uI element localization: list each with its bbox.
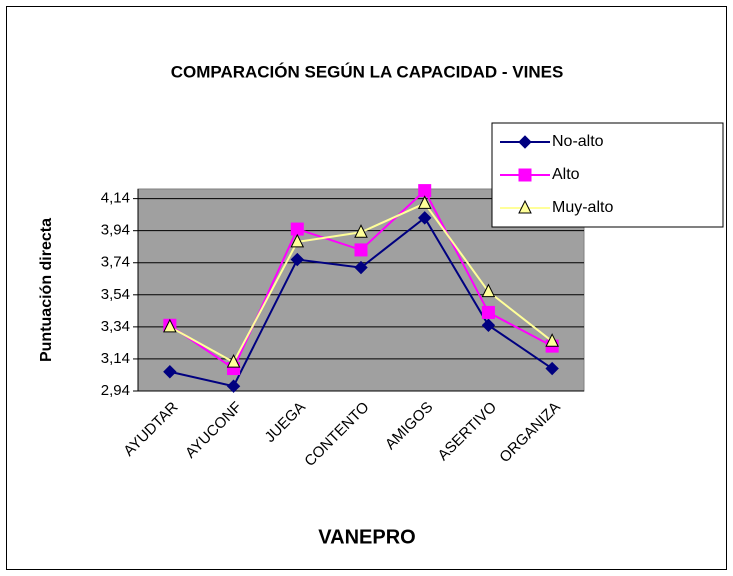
point: [481, 305, 495, 319]
legend-marker: [518, 168, 532, 182]
point: [163, 318, 177, 333]
legend-label: Muy-alto: [552, 199, 613, 216]
point: [354, 260, 368, 275]
point: [481, 283, 496, 298]
point: [354, 243, 368, 257]
y-tick-label: 3,54: [101, 286, 130, 303]
point: [163, 365, 177, 379]
point: [417, 195, 432, 209]
y-tick-label: 4,14: [101, 190, 130, 207]
y-axis-title: Puntuación directa: [38, 218, 55, 362]
legend-marker: [518, 199, 532, 214]
point: [290, 252, 304, 267]
point: [418, 184, 432, 198]
legend-label: No-alto: [552, 133, 604, 150]
point: [226, 379, 241, 393]
point: [290, 233, 305, 248]
point: [545, 361, 559, 376]
point: [354, 224, 368, 238]
point: [290, 222, 304, 236]
chart-title: COMPARACIÓN SEGÚN LA CAPACIDAD - VINES: [171, 62, 564, 81]
legend-marker: [518, 135, 532, 149]
legend-label: Alto: [552, 166, 580, 183]
y-tick-label: 3,94: [101, 222, 130, 239]
point: [418, 211, 432, 225]
y-tick-label: 2,94: [101, 382, 130, 399]
point: [226, 354, 241, 368]
point: [481, 318, 496, 332]
y-tick-label: 3,34: [101, 318, 130, 335]
y-tick-label: 3,74: [101, 254, 130, 271]
y-tick-label: 3,14: [101, 350, 130, 367]
point: [545, 333, 559, 347]
x-axis-title: VANEPRO: [318, 526, 415, 548]
